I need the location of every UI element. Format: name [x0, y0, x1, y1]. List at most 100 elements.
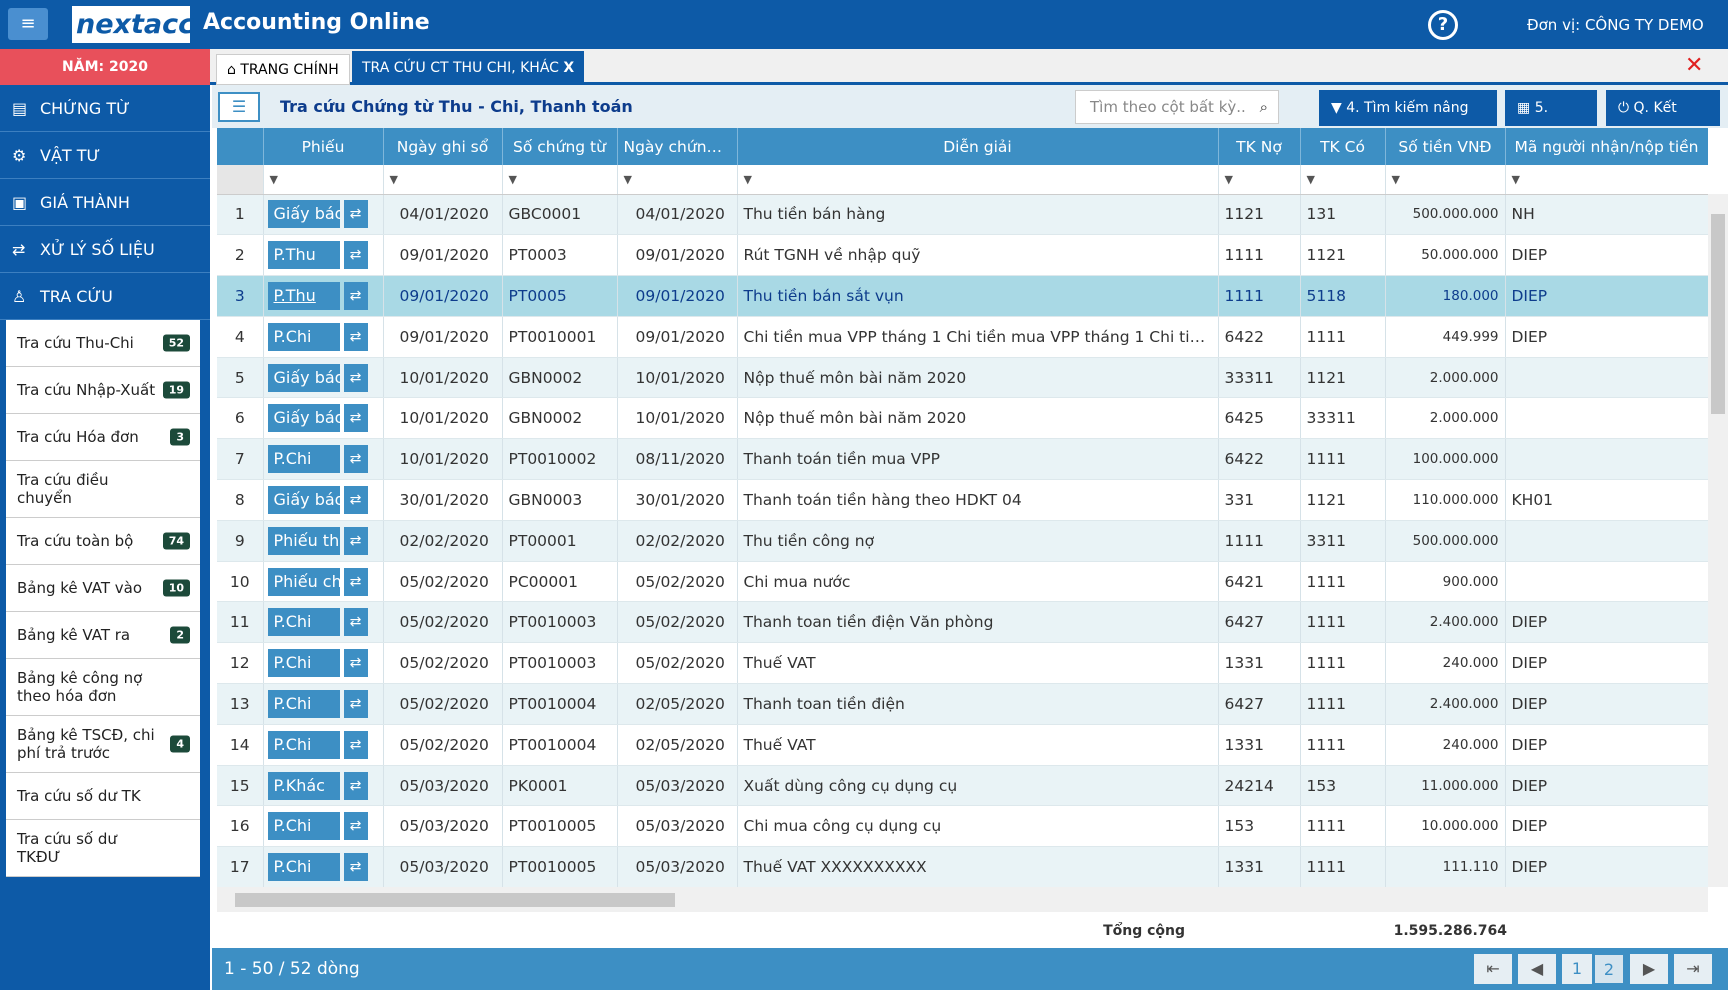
toolbar-button[interactable]: ⏻ Q. Kết thúc: [1606, 90, 1720, 152]
menu-item[interactable]: ▣ GIÁ THÀNH: [0, 179, 210, 226]
type-button[interactable]: P.Chi: [267, 812, 340, 841]
data-row[interactable]: 6 Giấy báo ⇄ 10/01/2020 GBN0002 10/01/2020 Nộp…: [217, 397, 1708, 440]
type-button[interactable]: P.Chi: [267, 649, 340, 678]
submenu-item[interactable]: Bảng kê VAT vào 10: [6, 565, 200, 612]
type-button[interactable]: P.Chi: [267, 322, 340, 351]
page-button[interactable]: 1: [1562, 954, 1592, 984]
pager-button[interactable]: ⇥: [1674, 954, 1712, 984]
data-row[interactable]: 7 P.Chi ⇄ 10/01/2020 PT0010002 08/11/2020 Than…: [217, 438, 1708, 481]
data-row[interactable]: 2 P.Thu ⇄ 09/01/2020 PT0003 09/01/2020 Rút TGN…: [217, 234, 1708, 277]
header-cell[interactable]: Phiếu: [263, 128, 384, 165]
swap-icon[interactable]: ⇄: [343, 445, 368, 474]
swap-icon[interactable]: ⇄: [343, 730, 368, 759]
menu-item[interactable]: ⚙ VẬT TƯ: [0, 132, 210, 179]
submenu-item[interactable]: Tra cứu Hóa đơn 3: [6, 414, 200, 461]
type-button[interactable]: P.Chi: [267, 445, 340, 474]
submenu-item[interactable]: Tra cứu số dư TKĐƯ: [6, 820, 200, 877]
swap-icon[interactable]: ⇄: [343, 567, 368, 596]
type-button[interactable]: Giấy báo: [267, 200, 340, 229]
swap-icon[interactable]: ⇄: [343, 200, 368, 229]
header: ≡ nextacc Accounting Online ? Đơn vị: CÔ…: [0, 0, 1728, 49]
swap-icon[interactable]: ⇄: [343, 689, 368, 718]
submenu-item[interactable]: Tra cứu Thu-Chi 52: [6, 320, 200, 367]
type-button[interactable]: Phiếu chi: [267, 567, 340, 596]
swap-icon[interactable]: ⇄: [343, 812, 368, 841]
data-row[interactable]: 1 Giấy báo ⇄ 04/01/2020 GBC0001 04/01/2020 Thu…: [217, 194, 1708, 236]
toolbar-button[interactable]: ▼ 4. Tìm kiếm nâng cao: [1319, 90, 1497, 152]
header-cell[interactable]: Diễn giải: [737, 128, 1219, 165]
scroll-thumb[interactable]: [1711, 214, 1725, 414]
type-button[interactable]: P.Chi: [267, 608, 340, 637]
swap-icon[interactable]: ⇄: [343, 853, 368, 882]
tab-active[interactable]: TRA CỨU CT THU CHI, KHÁC X: [352, 51, 585, 85]
swap-icon[interactable]: ⇄: [343, 485, 368, 514]
scroll-thumb[interactable]: [235, 893, 675, 907]
tab-home[interactable]: ⌂ TRANG CHÍNH: [216, 54, 350, 85]
menu-button[interactable]: ≡: [8, 8, 48, 40]
swap-icon[interactable]: ⇄: [343, 322, 368, 351]
type-button[interactable]: Giấy báo: [267, 485, 340, 514]
pager-button[interactable]: ▶: [1630, 954, 1668, 984]
data-row[interactable]: 12 P.Chi ⇄ 05/02/2020 PT0010003 05/02/2020 Thu…: [217, 642, 1708, 685]
pager-button[interactable]: ◀: [1518, 954, 1556, 984]
type-button[interactable]: P.Thu: [267, 281, 340, 310]
submenu-item[interactable]: Bảng kê công nợ theo hóa đơn: [6, 659, 200, 716]
type-button[interactable]: Giấy báo: [267, 404, 340, 433]
swap-icon[interactable]: ⇄: [343, 649, 368, 678]
data-row[interactable]: 16 P.Chi ⇄ 05/03/2020 PT0010005 05/03/2020 Chi…: [217, 805, 1708, 848]
menu-item[interactable]: ♙ TRA CỨU: [0, 273, 210, 320]
data-row[interactable]: 9 Phiếu thu⇄ 02/02/2020 PT00001 02/02/2020 Th…: [217, 520, 1708, 562]
submenu-item[interactable]: Bảng kê VAT ra 2: [6, 612, 200, 659]
type-button[interactable]: Phiếu thu: [267, 526, 340, 555]
data-row[interactable]: 5 Giấy báo ⇄ 10/01/2020 GBN0002 10/01/2020 Nộp…: [217, 357, 1708, 399]
swap-icon[interactable]: ⇄: [343, 241, 368, 270]
swap-icon[interactable]: ⇄: [343, 404, 368, 433]
swap-icon[interactable]: ⇄: [343, 771, 368, 800]
submenu-item[interactable]: Tra cứu điều chuyển: [6, 461, 200, 518]
submenu-item[interactable]: Tra cứu toàn bộ 74: [6, 518, 200, 565]
type-button[interactable]: P.Chi: [267, 730, 340, 759]
header-cell[interactable]: Số tiền VNĐ: [1385, 128, 1506, 165]
tab-close[interactable]: X: [563, 60, 575, 76]
menu-item[interactable]: ▤ CHỨNG TỪ: [0, 85, 210, 132]
data-row[interactable]: 14 P.Chi ⇄ 05/02/2020 PT0010004 02/05/2020 Thu…: [217, 724, 1708, 766]
type-button[interactable]: P.Khác: [267, 771, 340, 800]
header-cell[interactable]: TK Có: [1300, 128, 1386, 165]
list-icon[interactable]: ☰: [218, 92, 260, 122]
page-button[interactable]: 2: [1594, 954, 1624, 984]
menu-item[interactable]: ⇄ XỬ LÝ SỐ LIỆU: [0, 226, 210, 273]
swap-icon[interactable]: ⇄: [343, 363, 368, 392]
data-row[interactable]: 8 Giấy báo ⇄ 30/01/2020 GBN0003 30/01/2020 Tha…: [217, 479, 1708, 521]
v-scrollbar[interactable]: [1708, 194, 1728, 887]
data-row[interactable]: 13 P.Chi ⇄ 05/02/2020 PT0010004 02/05/2020 Tha…: [217, 683, 1708, 725]
toolbar-button[interactable]: ▦ 5. Excel: [1505, 90, 1597, 152]
data-row[interactable]: 4 P.Chi ⇄ 09/01/2020 PT0010001 09/01/2020 Chi …: [217, 316, 1708, 358]
data-row[interactable]: 3 P.Thu ⇄ 09/01/2020 PT0005 09/01/2020 Thu tiề…: [217, 275, 1708, 317]
data-row[interactable]: 11 P.Chi ⇄ 05/02/2020 PT0010003 05/02/2020 Tha…: [217, 601, 1708, 644]
header-cell[interactable]: Số chứng từ: [502, 128, 618, 165]
submenu-item[interactable]: Tra cứu số dư TK: [6, 773, 200, 820]
submenu-item[interactable]: Tra cứu Nhập-Xuất 19: [6, 367, 200, 414]
data-row[interactable]: 17 P.Chi ⇄ 05/03/2020 PT0010005 05/03/2020 Thu…: [217, 846, 1708, 887]
type-button[interactable]: P.Thu: [267, 241, 340, 270]
search-box[interactable]: Tìm theo cột bất kỳ.. ⌕: [1075, 90, 1279, 124]
help-icon[interactable]: ?: [1428, 10, 1458, 40]
sidebar: NĂM: 2020 ▤ CHỨNG TỪ ⚙ VẬT TƯ ▣ GIÁ THÀNH ⇄ XỬ …: [0, 49, 210, 990]
data-row[interactable]: 10 Phiếu chi ⇄ 05/02/2020 PC00001 05/02/2020 C…: [217, 561, 1708, 603]
swap-icon[interactable]: ⇄: [343, 608, 368, 637]
data-row[interactable]: 15 P.Khác ⇄ 05/03/2020 PK0001 05/03/2020 Xuất …: [217, 765, 1708, 807]
submenu-item[interactable]: Bảng kê TSCĐ, chi phí trả trước 4: [6, 716, 200, 773]
type-button[interactable]: P.Chi: [267, 689, 340, 718]
header-cell[interactable]: Mã người nhận/nộp tiền: [1505, 128, 1708, 165]
swap-icon[interactable]: ⇄: [343, 526, 368, 555]
type-button[interactable]: Giấy báo: [267, 363, 340, 392]
header-cell[interactable]: TK Nợ: [1218, 128, 1301, 165]
swap-icon[interactable]: ⇄: [343, 281, 368, 310]
h-scrollbar[interactable]: [217, 887, 1708, 912]
header-cell[interactable]: Ngày ghi sổ: [383, 128, 503, 165]
row-number: 8: [234, 490, 245, 509]
close-icon[interactable]: ✕: [1685, 53, 1704, 78]
type-button[interactable]: P.Chi: [267, 853, 340, 882]
pager-button[interactable]: ⇤: [1474, 954, 1512, 984]
header-cell[interactable]: Ngày chứng từ: [617, 128, 738, 165]
